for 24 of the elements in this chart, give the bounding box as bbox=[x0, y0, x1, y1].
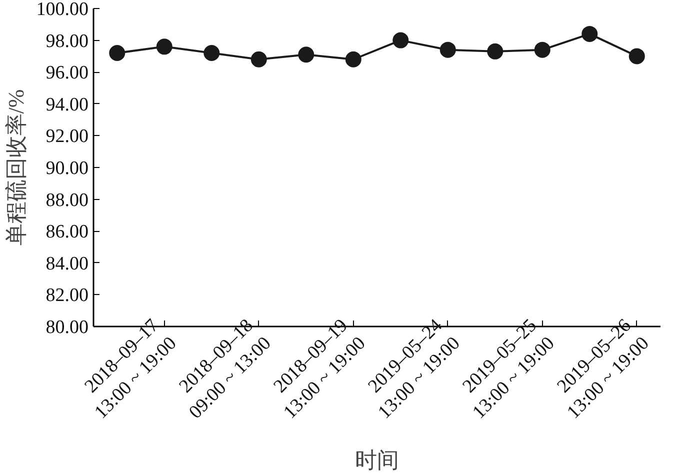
point bbox=[628, 48, 645, 64]
point bbox=[109, 45, 126, 62]
y-tick-label: 84.00 bbox=[46, 253, 88, 274]
y-tick-label: 88.00 bbox=[46, 190, 88, 211]
y-tick-label: 98.00 bbox=[46, 30, 88, 52]
point bbox=[534, 42, 550, 58]
y-tick-label: 82.00 bbox=[46, 285, 88, 306]
point bbox=[250, 51, 267, 68]
point bbox=[204, 45, 220, 62]
y-tick-label: 92.00 bbox=[46, 126, 88, 148]
point bbox=[487, 43, 504, 60]
point bbox=[440, 42, 456, 58]
y-tick-label: 96.00 bbox=[46, 62, 88, 84]
y-tick-label: 90.00 bbox=[46, 158, 88, 179]
point bbox=[582, 26, 598, 42]
point bbox=[392, 32, 409, 48]
y-axis-title: 单程硫回收率/% bbox=[3, 89, 28, 246]
point bbox=[345, 51, 362, 68]
point bbox=[298, 46, 314, 63]
x-axis-title: 时间 bbox=[355, 447, 399, 472]
y-tick-label: 86.00 bbox=[46, 222, 88, 243]
y-tick-label: 100.00 bbox=[36, 0, 88, 20]
point bbox=[156, 38, 172, 55]
y-tick-label: 94.00 bbox=[46, 94, 88, 116]
